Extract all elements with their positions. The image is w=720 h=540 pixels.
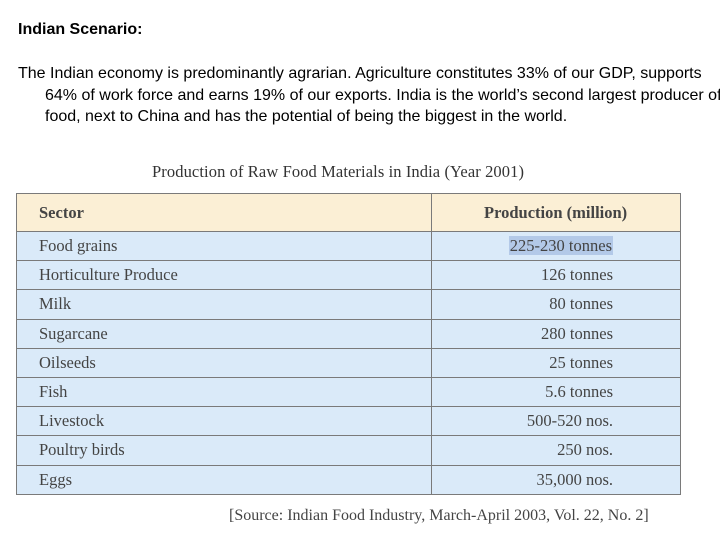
table-row: Poultry birds 250 nos.: [16, 435, 681, 466]
intro-paragraph: The Indian economy is predominantly agra…: [18, 65, 720, 125]
table-row: Sugarcane 280 tonnes: [16, 318, 681, 349]
row-sector: Milk: [16, 289, 432, 320]
row-sector: Eggs: [16, 464, 432, 495]
table-row: Fish 5.6 tonnes: [16, 376, 681, 408]
section-heading: Indian Scenario:: [18, 21, 143, 38]
table-header-row: Sector Production (million): [16, 193, 681, 232]
row-value: 250 nos.: [431, 435, 681, 466]
table-row: Food grains 225-230 tonnes: [16, 230, 681, 262]
row-sector: Oilseeds: [16, 347, 432, 378]
table-row: Oilseeds 25 tonnes: [16, 347, 681, 378]
table-row: Livestock 500-520 nos.: [16, 406, 681, 437]
row-sector: Sugarcane: [16, 318, 432, 349]
table-row: Horticulture Produce 126 tonnes: [16, 260, 681, 291]
production-table-container: Sector Production (million) Food grains …: [16, 193, 681, 495]
row-sector: Food grains: [16, 230, 432, 262]
table-row: Eggs 35,000 nos.: [16, 464, 681, 495]
row-sector: Horticulture Produce: [16, 260, 432, 291]
row-value: 5.6 tonnes: [431, 376, 681, 408]
source-citation: [Source: Indian Food Industry, March-Apr…: [229, 507, 649, 524]
row-value: 35,000 nos.: [431, 464, 681, 495]
row-sector: Livestock: [16, 406, 432, 437]
production-table: Sector Production (million) Food grains …: [16, 193, 681, 495]
row-value: 225-230 tonnes: [431, 230, 681, 262]
row-value: 500-520 nos.: [431, 406, 681, 437]
row-value: 280 tonnes: [431, 318, 681, 349]
row-value: 126 tonnes: [431, 260, 681, 291]
row-value: 25 tonnes: [431, 347, 681, 378]
table-row: Milk 80 tonnes: [16, 289, 681, 320]
row-value: 80 tonnes: [431, 289, 681, 320]
header-sector: Sector: [16, 193, 432, 232]
row-sector: Fish: [16, 376, 432, 408]
header-production: Production (million): [431, 193, 681, 232]
row-sector: Poultry birds: [16, 435, 432, 466]
table-title: Production of Raw Food Materials in Indi…: [152, 162, 525, 181]
highlighted-value: 225-230 tonnes: [508, 236, 613, 256]
